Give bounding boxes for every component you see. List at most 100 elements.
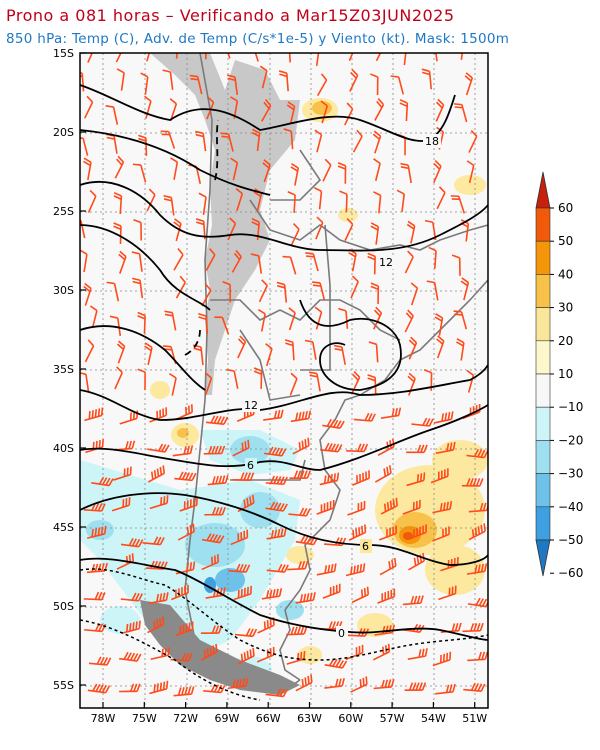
wind-barb — [265, 501, 288, 512]
zero-isotherm — [80, 568, 488, 701]
isotherms — [80, 84, 488, 641]
wind-barb — [266, 563, 289, 573]
wind-barb — [350, 676, 368, 693]
wind-barb — [91, 476, 114, 487]
wind-barb — [276, 281, 288, 303]
wind-barb — [227, 53, 231, 59]
wind-barb — [379, 525, 397, 541]
wind-barb — [83, 591, 106, 601]
isotherm-label: 12 — [244, 399, 258, 412]
wind-barb — [347, 500, 366, 516]
wind-barb — [116, 340, 126, 364]
wind-barb — [162, 69, 174, 90]
wind-barb — [87, 525, 107, 539]
wind-barb — [149, 407, 168, 423]
colorbar-segment — [535, 240, 551, 275]
isotherm-label: 6 — [362, 540, 369, 553]
wind-barb — [147, 465, 166, 483]
wind-barb — [237, 494, 255, 513]
colorbar-segment — [535, 207, 551, 242]
wind-barb — [407, 372, 416, 396]
wind-barb — [438, 585, 457, 601]
colorbar-label: −50 — [558, 533, 583, 547]
wind-barb — [402, 499, 421, 515]
wind-barb — [115, 53, 122, 63]
lat-tick-label: 50S — [53, 600, 74, 613]
wind-barb — [461, 478, 484, 487]
wind-barb — [308, 371, 321, 392]
wind-barb — [114, 155, 125, 179]
wind-barb — [261, 98, 272, 122]
wind-barb — [147, 443, 170, 453]
wind-barb — [220, 132, 234, 152]
wind-barb — [282, 255, 297, 275]
wind-barb — [396, 189, 406, 212]
wind-barb — [456, 338, 465, 361]
wind-barb — [320, 100, 329, 124]
colorbar-segment — [535, 373, 551, 408]
wind-barb — [403, 53, 407, 66]
wind-barb — [174, 471, 197, 482]
map-subtitle: 850 hPa: Temp (C), Adv. de Temp (C/s*1e-… — [6, 31, 510, 47]
wind-barb — [348, 53, 354, 61]
colorbar-label: −30 — [558, 467, 583, 481]
wind-barb — [315, 216, 324, 240]
wind-barb — [453, 103, 468, 123]
colorbar-segment — [535, 274, 551, 308]
wind-barb — [173, 247, 184, 271]
wind-barb — [436, 186, 446, 210]
lon-tick-label: 60W — [338, 712, 363, 725]
wind-barb — [292, 437, 310, 455]
wind-barb — [204, 53, 207, 60]
wind-barb — [408, 336, 418, 360]
wind-barb — [201, 533, 225, 544]
wind-barb — [87, 683, 111, 694]
isotherm-labels: 18 12 12 6 6 0 — [242, 134, 441, 640]
wind-barb — [177, 523, 195, 541]
wind-barb — [468, 129, 478, 153]
wind-barb — [230, 157, 239, 181]
wind-barb — [226, 74, 239, 95]
wind-barb — [451, 254, 461, 276]
wind-barb — [379, 557, 397, 576]
wind-barb — [87, 189, 97, 213]
wind-barb — [314, 129, 323, 153]
wind-barb — [195, 130, 207, 152]
wind-barb — [119, 651, 142, 662]
wind-barb — [466, 160, 475, 184]
colorbar: 60 50 40 30 20 10 −10 −20 −30 −40 −50 −60 — [535, 171, 583, 580]
wind-barb — [349, 68, 359, 92]
wind-barb — [460, 277, 470, 301]
wind-barb — [262, 159, 271, 183]
wind-barb — [263, 446, 287, 457]
wind-barb — [436, 335, 445, 359]
wind-barb — [434, 313, 444, 336]
wind-barb — [148, 592, 169, 605]
wind-barb — [432, 526, 450, 542]
wind-barb — [234, 628, 258, 638]
wind-barb — [114, 366, 124, 390]
wind-barb — [460, 53, 464, 60]
colorbar-label: 50 — [558, 234, 573, 248]
wind-barb — [198, 192, 207, 216]
wind-barb — [254, 53, 259, 62]
wind-barb — [409, 524, 427, 540]
wind-barb — [89, 305, 98, 329]
wind-barb — [80, 137, 89, 156]
wind-barb — [333, 344, 346, 365]
wind-barb — [373, 158, 381, 182]
strong-warm-advection — [177, 101, 437, 548]
lat-tick-label: 30S — [53, 284, 74, 297]
wind-barb — [338, 307, 349, 329]
wind-barb — [288, 307, 296, 331]
colorbar-label: −60 — [558, 566, 583, 580]
wind-barb — [390, 75, 405, 95]
wind-barb — [142, 536, 165, 546]
isotherm-label: 6 — [247, 459, 254, 472]
wind-barb — [284, 339, 295, 361]
wind-barb — [286, 101, 296, 125]
wind-barb — [402, 595, 424, 606]
wind-barb — [263, 409, 284, 421]
colorbar-label: 20 — [558, 334, 573, 348]
